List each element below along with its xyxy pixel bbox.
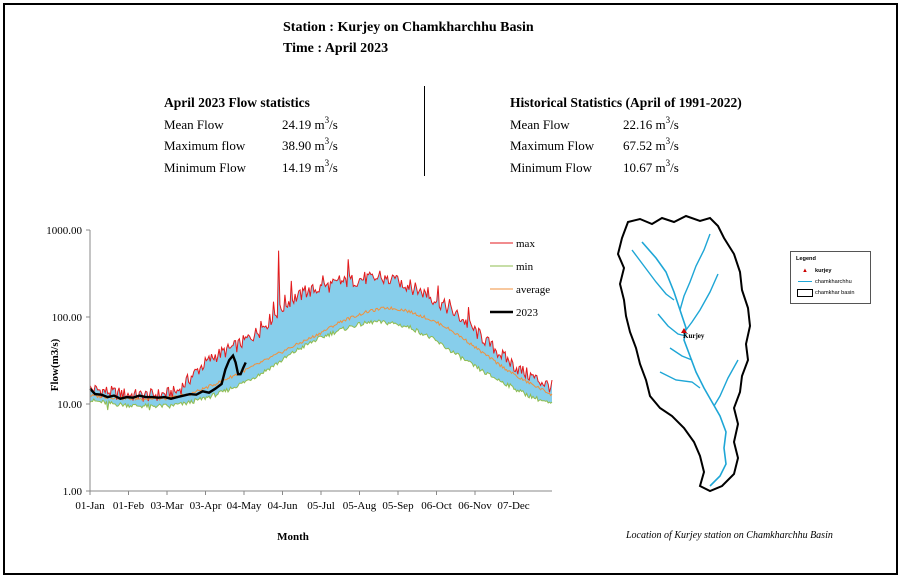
y-tick-label: 100.00 bbox=[52, 312, 83, 324]
stat-value: 24.19 m3/s bbox=[282, 114, 338, 132]
x-tick-label: 01-Feb bbox=[113, 500, 145, 512]
map-legend: Legend ▲ kurjey chamkharchhu chamkhar ba… bbox=[790, 251, 871, 304]
current-stats-panel: April 2023 Flow statistics Mean Flow 24.… bbox=[164, 95, 338, 179]
current-max-row: Maximum flow 38.90 m3/s bbox=[164, 136, 338, 158]
historical-mean-row: Mean Flow 22.16 m3/s bbox=[510, 114, 742, 136]
x-tick-label: 03-Apr bbox=[190, 500, 222, 512]
river-trib-5 bbox=[659, 371, 701, 389]
series-max-line bbox=[89, 250, 553, 402]
red-triangle-icon: ▲ bbox=[802, 268, 808, 274]
chart-layer: 1.00 10.00 100.00 1000.00 01-Jan 01-Feb 03-Mar… bbox=[46, 225, 553, 543]
river-trib-3 bbox=[685, 273, 719, 331]
series-2023-line bbox=[89, 353, 247, 400]
stat-value: 14.19 m3/s bbox=[282, 157, 338, 175]
stat-value: 22.16 m3/s bbox=[623, 114, 679, 132]
x-tick-label: 05-Jul bbox=[307, 500, 335, 512]
historical-stats-panel: Historical Statistics (April of 1991-202… bbox=[510, 95, 742, 179]
map-legend-item: ▲ kurjey bbox=[795, 268, 831, 274]
x-axis-label: Month bbox=[277, 531, 309, 543]
map-legend-item: chamkhar basin bbox=[795, 289, 855, 297]
stat-value: 10.67 m3/s bbox=[623, 157, 679, 175]
stat-label: Mean Flow bbox=[164, 116, 224, 132]
x-tick-label: 05-Sep bbox=[382, 500, 414, 512]
map-legend-title: Legend bbox=[796, 256, 816, 262]
map-caption: Location of Kurjey station on Chamkharch… bbox=[626, 530, 833, 541]
legend-label: average bbox=[516, 284, 550, 296]
time-title: Time : April 2023 bbox=[283, 41, 389, 56]
historical-stats-title: Historical Statistics (April of 1991-202… bbox=[510, 95, 742, 110]
x-tick-label: 06-Nov bbox=[458, 500, 492, 512]
x-tick-label: 05-Aug bbox=[343, 500, 377, 512]
station-label: Kurjey bbox=[683, 332, 705, 340]
river-main bbox=[641, 241, 727, 487]
x-tick-label: 04-Jun bbox=[268, 500, 298, 512]
river-trib-1 bbox=[631, 249, 675, 301]
x-tick-label: 07-Dec bbox=[497, 500, 529, 512]
current-min-row: Minimum Flow 14.19 m3/s bbox=[164, 157, 338, 179]
legend-label: 2023 bbox=[516, 307, 539, 319]
station-marker bbox=[681, 328, 687, 333]
stat-value: 67.52 m3/s bbox=[623, 136, 679, 154]
station-title: Station : Kurjey on Chamkharchhu Basin bbox=[283, 20, 534, 35]
basin-box-icon bbox=[795, 289, 815, 297]
stat-label: Minimum Flow bbox=[164, 159, 246, 175]
historical-min-row: Minimum Flow 10.67 m3/s bbox=[510, 157, 742, 179]
basin-map: Kurjey bbox=[616, 214, 752, 493]
legend-label: min bbox=[516, 261, 534, 273]
stat-label: Minimum Flow bbox=[510, 159, 592, 175]
flow-chart: 1.00 10.00 100.00 1000.00 01-Jan 01-Feb 03-Mar… bbox=[46, 225, 553, 543]
series-min-line bbox=[89, 319, 553, 411]
river-trib-7 bbox=[669, 347, 693, 361]
stat-value: 38.90 m3/s bbox=[282, 136, 338, 154]
legend-label: max bbox=[516, 238, 535, 250]
x-tick-label: 03-Mar bbox=[151, 500, 184, 512]
y-tick-label: 10.00 bbox=[57, 399, 82, 411]
stat-label: Mean Flow bbox=[510, 116, 570, 132]
y-tick-label: 1000.00 bbox=[46, 225, 82, 237]
range-band bbox=[90, 250, 552, 411]
outer-frame bbox=[3, 3, 898, 575]
historical-max-row: Maximum Flow 67.52 m3/s bbox=[510, 136, 742, 158]
y-axis-label: Flow(m3/s) bbox=[49, 338, 61, 391]
river-trib-4 bbox=[657, 313, 687, 337]
y-tick-label: 1.00 bbox=[63, 486, 83, 498]
current-mean-row: Mean Flow 24.19 m3/s bbox=[164, 114, 338, 136]
basin-outline bbox=[616, 214, 752, 493]
stat-label: Maximum flow bbox=[164, 138, 246, 154]
stats-divider bbox=[424, 86, 425, 176]
current-stats-title: April 2023 Flow statistics bbox=[164, 95, 310, 110]
river-trib-2 bbox=[679, 233, 711, 311]
x-tick-label: 01-Jan bbox=[75, 500, 105, 512]
map-legend-item: chamkharchhu bbox=[795, 279, 852, 285]
river-line-icon bbox=[795, 279, 815, 285]
stat-label: Maximum Flow bbox=[510, 138, 595, 154]
x-tick-label: 04-May bbox=[227, 500, 262, 512]
river-trib-6 bbox=[713, 359, 739, 407]
x-tick-label: 06-Oct bbox=[421, 500, 452, 512]
